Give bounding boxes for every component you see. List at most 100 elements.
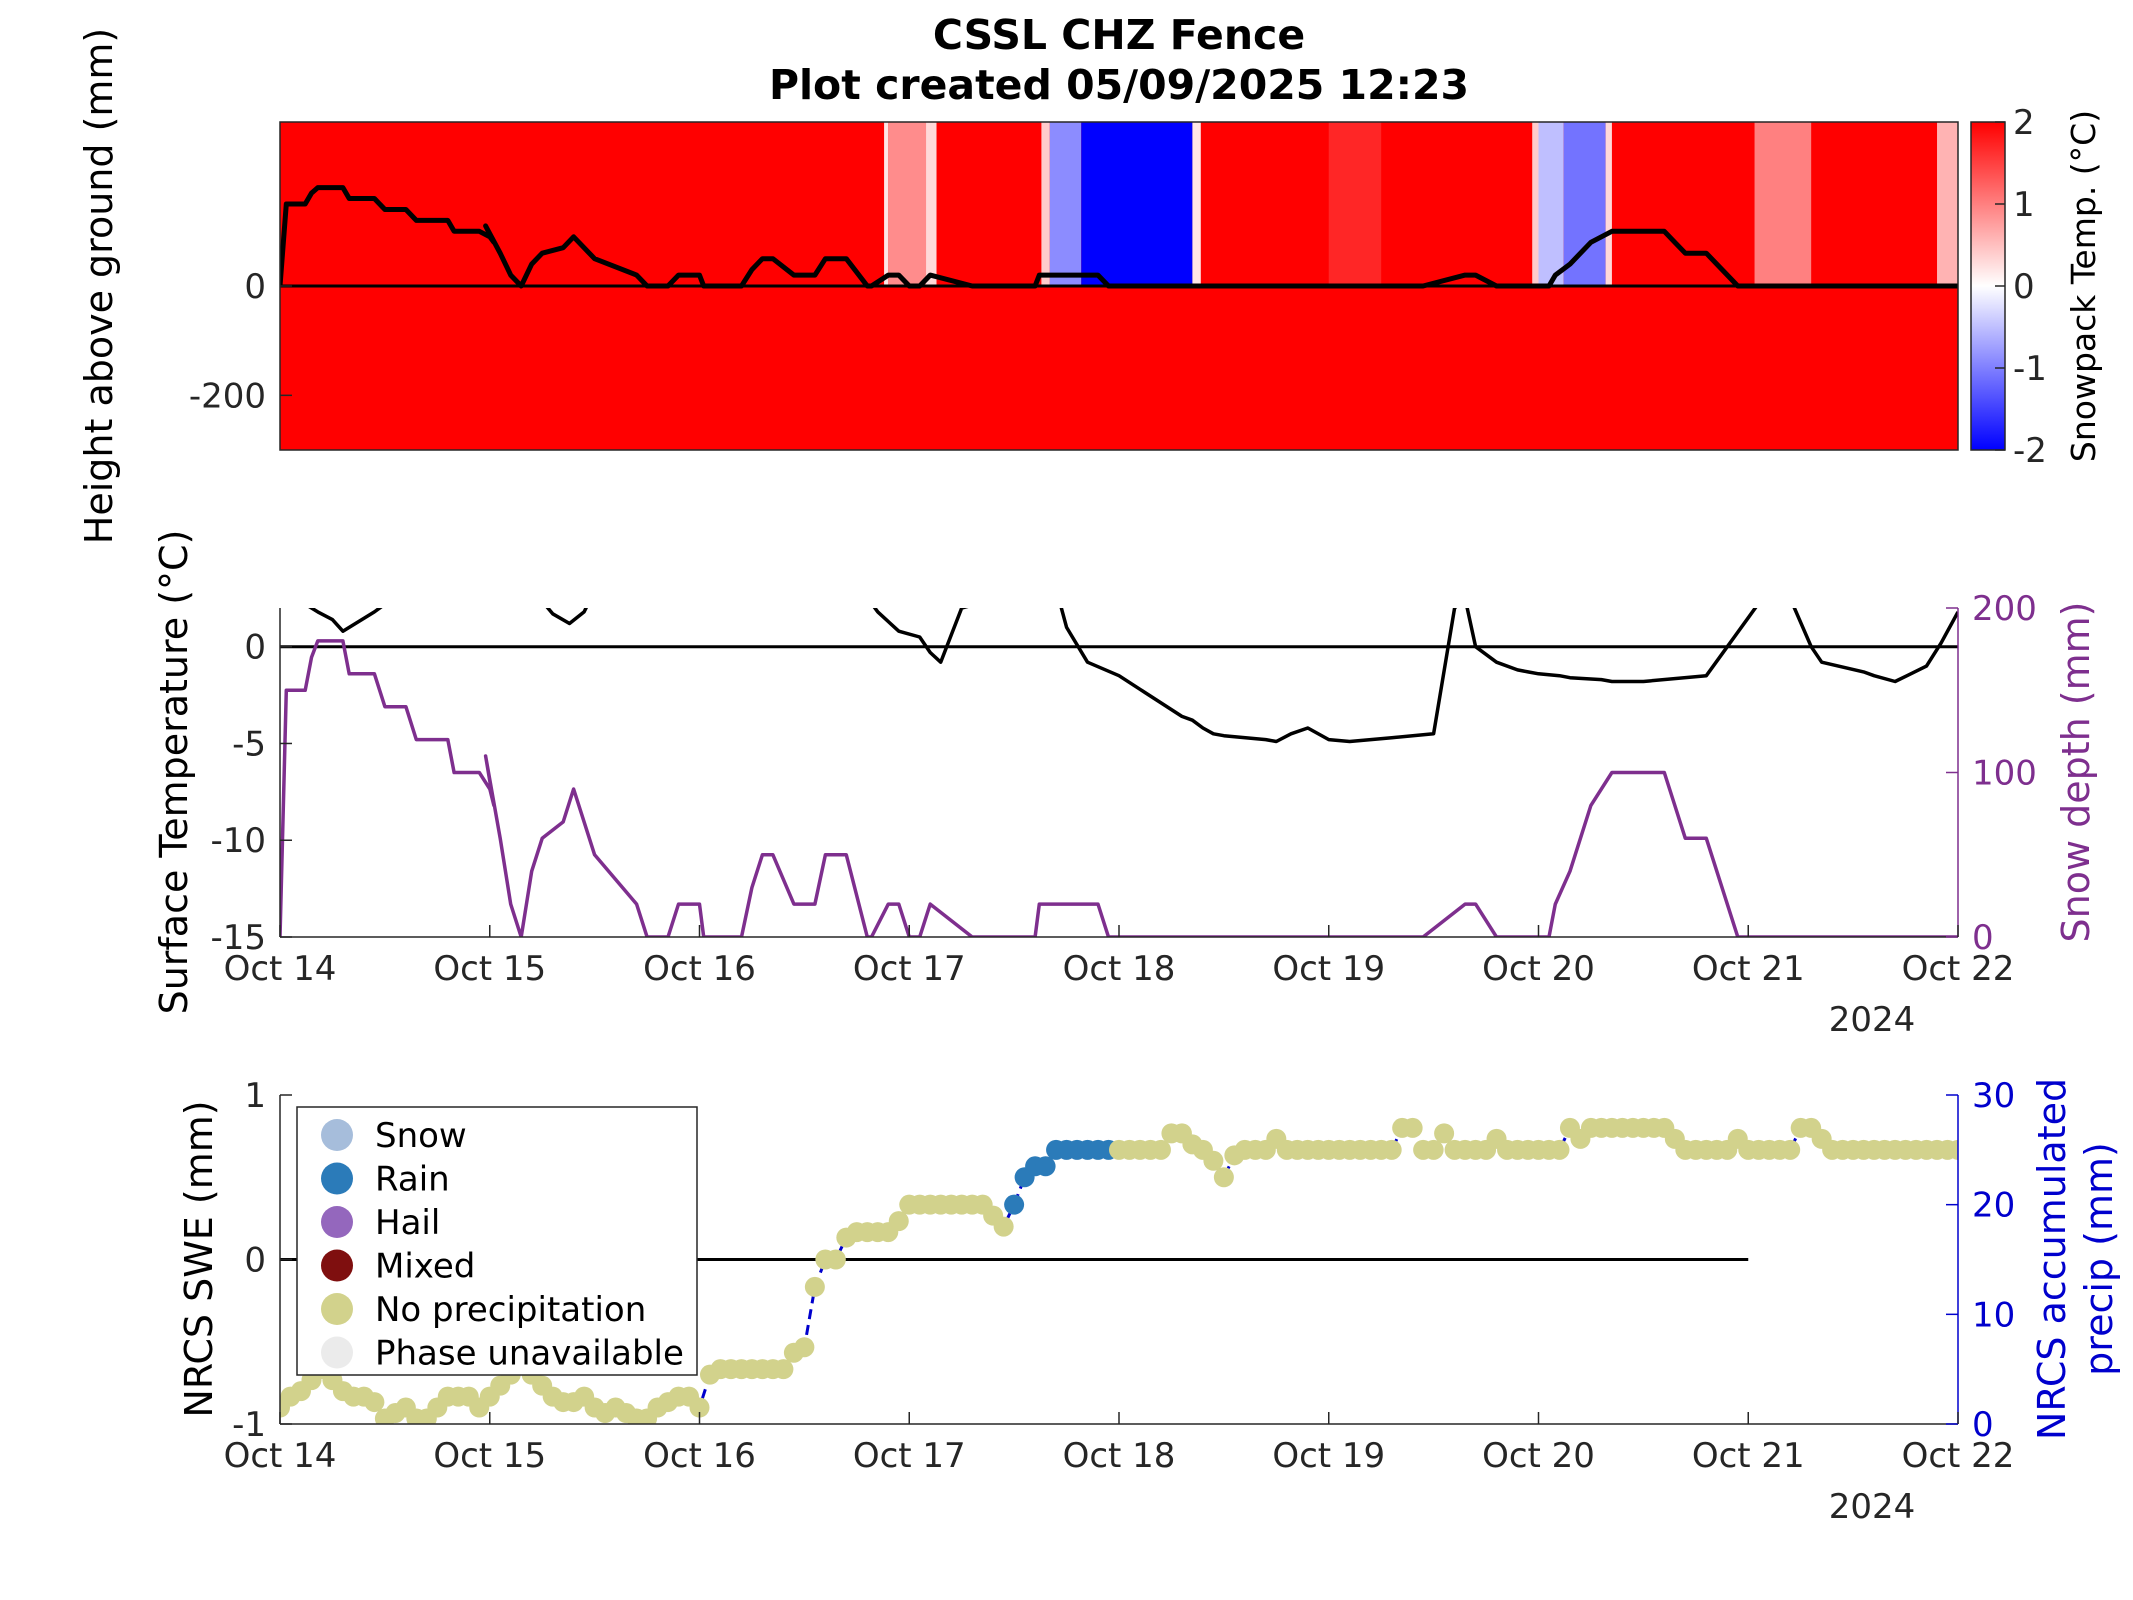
heatmap-band-3 (1041, 122, 1050, 286)
surface-xtick-label: Oct 20 (1482, 949, 1595, 989)
legend-marker-2 (321, 1206, 353, 1238)
heatmap-band-5 (1081, 122, 1193, 286)
depth-ytick-label: 100 (1972, 754, 2037, 794)
chart-subtitle: Plot created 05/09/2025 12:23 (769, 61, 1469, 109)
precip-phase-markers (280, 1117, 1958, 1424)
precip-xtick-label: Oct 14 (224, 1436, 337, 1476)
snow-depth-line (280, 639, 1958, 937)
no-precip-marker (804, 1276, 825, 1297)
legend-marker-5 (321, 1336, 353, 1369)
heatmap-band-6 (1192, 122, 1201, 286)
precip-xtick-label: Oct 19 (1272, 1436, 1385, 1476)
legend-label: Snow (375, 1116, 467, 1156)
precip-ytick-label: 0 (1972, 1405, 1994, 1445)
heatmap-band-12 (1754, 122, 1812, 286)
colorbar-tick-label: 0 (2013, 267, 2035, 307)
legend-label: Mixed (375, 1247, 475, 1287)
legend-label: Rain (375, 1160, 450, 1200)
no-precip-marker (1402, 1117, 1423, 1138)
precip-xtick-label: Oct 21 (1692, 1436, 1805, 1476)
surface-temperature-ylabel: Surface Temperature (°C) (152, 530, 196, 1015)
heatmap-band-0 (884, 122, 889, 286)
surface-xtick-label: Oct 18 (1063, 949, 1176, 989)
heatmap-band-7 (1328, 122, 1382, 286)
heatmap-y-ticks: 0 -200 (189, 267, 292, 416)
heatmap-band-8 (1532, 122, 1539, 286)
swe-ytick-label: 0 (244, 1241, 266, 1281)
precip-ytick-label: 20 (1972, 1186, 2015, 1226)
surface-plot-area (280, 608, 1958, 937)
precip-ytick-label: 10 (1972, 1295, 2015, 1335)
precip-xtick-label: Oct 16 (643, 1436, 756, 1476)
no-precip-marker (1423, 1139, 1444, 1160)
temp-ytick-label: -5 (232, 724, 266, 764)
legend-marker-0 (321, 1119, 353, 1151)
swe-ytick-label: -1 (232, 1405, 266, 1445)
legend-marker-4 (321, 1293, 353, 1325)
heatmap-bands (884, 122, 1958, 286)
legend-marker-3 (321, 1249, 353, 1282)
surface-xtick-label: Oct 16 (643, 949, 756, 989)
no-precip-marker (1203, 1150, 1224, 1171)
no-precip-marker (1549, 1139, 1570, 1160)
precip-ylabel-line2: precip (mm) (2077, 1142, 2121, 1376)
no-precip-marker (689, 1397, 710, 1418)
surface-panel: 0 -5 -10 -15 200 100 0 Oct 14 Oct 15 Oct 16 Oct 17… (152, 530, 2098, 1040)
precip-ytick-label: 30 (1972, 1076, 2015, 1116)
heatmap-ytick-label: 0 (244, 267, 266, 307)
heatmap-band-4 (1049, 122, 1082, 286)
surface-xtick-label: Oct 17 (853, 949, 966, 989)
heatmap-ylabel: Height above ground (mm) (77, 28, 121, 545)
temp-ytick-label: -15 (210, 918, 266, 958)
surface-ticks: 0 -5 -10 -15 200 100 0 Oct 14 Oct 15 Oct 16 Oct 17… (210, 589, 2036, 989)
precip-xtick-label: Oct 17 (853, 1436, 966, 1476)
temp-ytick-label: -10 (210, 821, 266, 861)
swe-ylabel: NRCS SWE (mm) (177, 1100, 221, 1417)
precip-xtick-label: Oct 20 (1482, 1436, 1595, 1476)
legend-label: Hail (375, 1203, 440, 1243)
no-precip-marker (1434, 1123, 1455, 1144)
heatmap-ytick-label: -200 (189, 376, 266, 416)
no-precip-marker (888, 1211, 909, 1232)
precip-xtick-label: Oct 22 (1902, 1436, 2015, 1476)
swe-ytick-label: 1 (244, 1076, 266, 1116)
colorbar-tick-label: 1 (2013, 185, 2035, 225)
depth-ytick-label: 0 (1972, 918, 1994, 958)
legend-box (296, 1106, 698, 1376)
snow-depth-ylabel: Snow depth (mm) (2054, 602, 2098, 943)
surface-year-label: 2024 (1829, 1000, 1916, 1040)
heatmap-band-11 (1605, 122, 1612, 286)
precip-ylabel-line1: NRCS accumulated (2030, 1078, 2074, 1440)
no-precip-marker (825, 1249, 846, 1270)
no-precip-marker (794, 1337, 815, 1358)
surface-xtick-label: Oct 21 (1692, 949, 1805, 989)
rain-marker (1035, 1156, 1056, 1177)
heatmap-band-9 (1538, 122, 1564, 286)
surface-xtick-label: Oct 14 (224, 949, 337, 989)
colorbar-tick-label: -1 (2013, 349, 2047, 389)
colorbar-tick-label: -2 (2013, 431, 2047, 471)
no-precip-marker (773, 1359, 794, 1380)
precip-year-label: 2024 (1829, 1487, 1916, 1527)
surface-xtick-label: Oct 15 (433, 949, 546, 989)
rain-marker (1004, 1194, 1025, 1215)
temp-ytick-label: 0 (244, 628, 266, 668)
no-precip-marker (1780, 1139, 1801, 1160)
surface-xtick-label: Oct 19 (1272, 949, 1385, 989)
no-precip-marker (1948, 1139, 1958, 1160)
snowpack-panel: 0 -200 Height above ground (mm) 2 1 0 -1 -2 S… (77, 28, 2103, 545)
legend-marker-1 (321, 1162, 353, 1195)
surface-temperature-line (308, 608, 1958, 744)
heatmap-band-2 (926, 122, 937, 286)
chart-title: CSSL CHZ Fence (933, 11, 1305, 59)
colorbar-label: Snowpack Temp. (°C) (2064, 110, 2103, 462)
no-precip-marker (1213, 1167, 1234, 1188)
heatmap-band-1 (888, 122, 927, 286)
colorbar-tick-label: 2 (2013, 103, 2035, 143)
precip-xtick-label: Oct 15 (433, 1436, 546, 1476)
no-precip-marker (993, 1216, 1014, 1237)
